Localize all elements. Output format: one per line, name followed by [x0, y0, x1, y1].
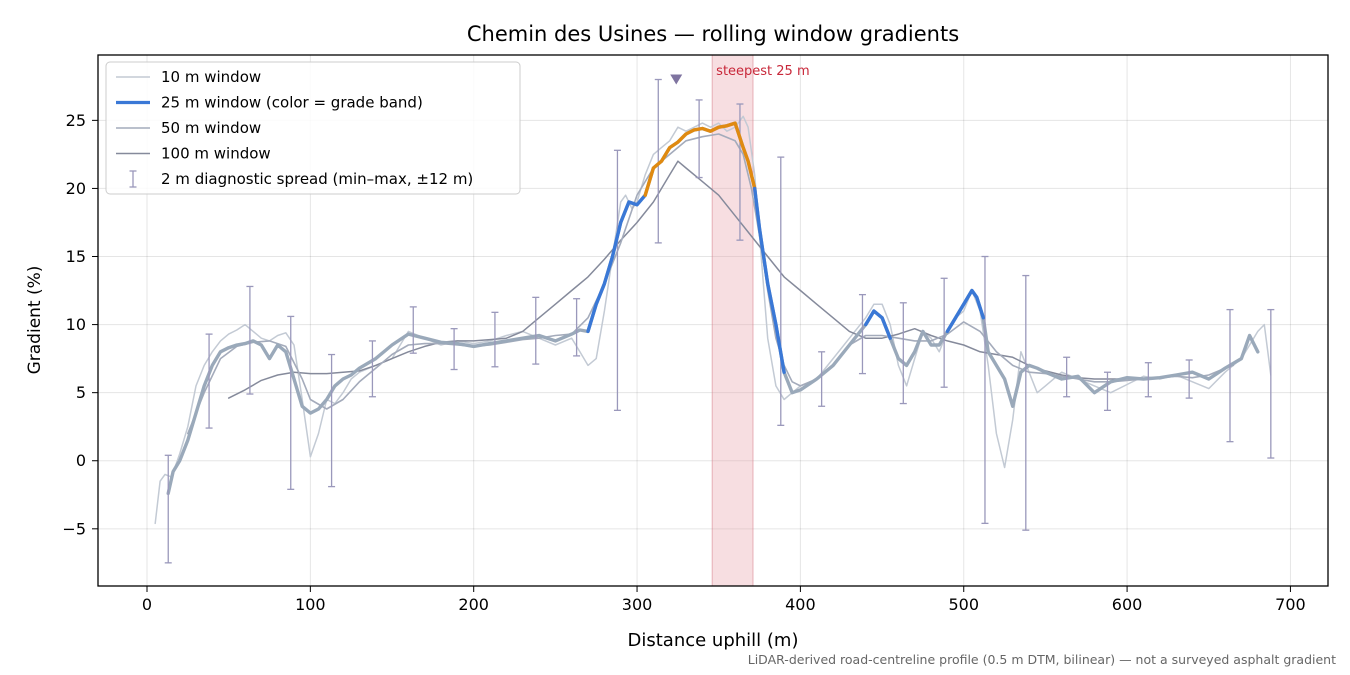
- legend-label: 25 m window (color = grade band): [161, 94, 423, 112]
- error-bar: [654, 78, 662, 244]
- y-tick-label: 5: [76, 383, 86, 402]
- grade-band-segment: [864, 309, 892, 340]
- legend-label: 100 m window: [161, 145, 271, 163]
- legend-item-w100: 100 m window: [116, 145, 271, 163]
- error-bar: [164, 454, 172, 564]
- error-bar: [532, 296, 540, 365]
- x-axis-label: Distance uphill (m): [628, 630, 799, 651]
- error-bar: [573, 298, 581, 357]
- error-bar: [1022, 274, 1030, 531]
- error-bar: [695, 99, 703, 179]
- error-bar: [1267, 308, 1275, 459]
- series-line-10m: [154, 115, 1272, 525]
- grade-band-segment: [945, 288, 985, 334]
- error-bar: [1144, 362, 1152, 398]
- legend-item-w25: 25 m window (color = grade band): [116, 94, 423, 112]
- error-bar: [409, 306, 417, 354]
- error-bar: [205, 333, 213, 429]
- footnote: LiDAR-derived road-centreline profile (0…: [748, 652, 1336, 667]
- x-tick-label: 0: [142, 595, 152, 614]
- error-bar: [450, 328, 458, 371]
- y-tick-label: 10: [66, 315, 86, 334]
- error-bar: [368, 340, 376, 398]
- y-tick-label: 15: [66, 247, 86, 266]
- legend-item-w10: 10 m window: [116, 68, 261, 86]
- x-tick-label: 400: [785, 595, 816, 614]
- y-tick-label: 20: [66, 179, 86, 198]
- error-bar: [981, 255, 989, 525]
- legend-label: 2 m diagnostic spread (min–max, ±12 m): [161, 170, 473, 188]
- error-bar: [1226, 308, 1234, 443]
- series-lines: [154, 115, 1272, 525]
- error-bar: [246, 285, 254, 395]
- legend-label: 10 m window: [161, 68, 261, 86]
- y-tick-label: 25: [66, 111, 86, 130]
- x-tick-label: 500: [948, 595, 979, 614]
- x-tick-label: 100: [295, 595, 326, 614]
- y-tick-label: −5: [62, 519, 86, 538]
- error-bar: [777, 156, 785, 426]
- error-bar: [287, 315, 295, 490]
- error-bar: [818, 351, 826, 407]
- error-bar: [328, 353, 336, 488]
- error-bar: [491, 311, 499, 368]
- steepest-band: [711, 55, 754, 586]
- error-bar: [899, 302, 907, 405]
- peak-marker-group: steepest 25 m: [670, 64, 810, 85]
- x-tick-label: 600: [1112, 595, 1143, 614]
- grade-band-overlay: [586, 121, 985, 374]
- x-tick-label: 300: [622, 595, 653, 614]
- y-tick-label: 0: [76, 451, 86, 470]
- error-bar: [1103, 371, 1111, 412]
- legend-item-w50: 50 m window: [116, 119, 261, 137]
- y-axis-label: Gradient (%): [25, 266, 45, 375]
- x-tick-label: 200: [458, 595, 489, 614]
- error-bar: [1063, 356, 1071, 398]
- error-bar: [613, 149, 621, 412]
- legend-box: [105, 61, 521, 195]
- legend: 10 m window 25 m window (color = grade ba…: [105, 61, 521, 195]
- x-tick-label: 700: [1275, 595, 1306, 614]
- y-axis-ticks: −5 0 5 10 15 20 25: [62, 111, 98, 538]
- steepest-label: steepest 25 m: [716, 64, 809, 79]
- plot-frame: [97, 54, 1329, 587]
- series-line-100m: [227, 160, 1194, 399]
- legend-label: 50 m window: [161, 119, 261, 137]
- error-bar: [1185, 359, 1193, 399]
- error-bar: [858, 293, 866, 375]
- x-axis-ticks: 0 100 200 300 400 500 600 700: [142, 586, 1306, 614]
- legend-item-err: 2 m diagnostic spread (min–max, ±12 m): [129, 170, 473, 188]
- grade-band-segment: [643, 121, 757, 197]
- error-bar: [940, 277, 948, 388]
- error-bar: [736, 103, 744, 241]
- diagnostic-error-bars: [164, 78, 1275, 564]
- chart-title: Chemin des Usines — rolling window gradi…: [467, 22, 959, 46]
- grade-band-segment: [753, 186, 786, 374]
- peak-marker: [670, 74, 683, 85]
- grade-band-segment: [586, 193, 647, 334]
- steepest-segment-highlight: [711, 55, 754, 586]
